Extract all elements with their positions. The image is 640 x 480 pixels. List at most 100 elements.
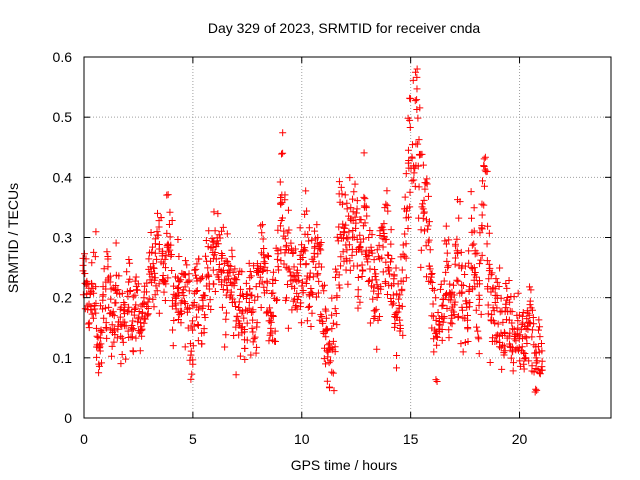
data-point — [343, 205, 351, 213]
data-point — [532, 359, 540, 367]
data-point — [314, 250, 322, 258]
data-point — [250, 335, 258, 343]
data-point — [500, 342, 508, 350]
data-point — [248, 291, 256, 299]
data-point — [529, 306, 537, 314]
data-point — [480, 162, 488, 170]
data-point — [223, 230, 231, 238]
data-point — [420, 208, 428, 216]
y-tick-label: 0.4 — [53, 169, 73, 185]
data-point — [254, 293, 262, 301]
data-point — [299, 287, 307, 295]
data-point — [223, 258, 231, 266]
data-point — [283, 280, 291, 288]
data-point — [371, 273, 379, 281]
data-point — [354, 286, 362, 294]
data-point — [333, 292, 341, 300]
data-point — [446, 280, 454, 288]
data-point — [256, 273, 264, 281]
data-point — [121, 301, 129, 309]
data-point — [265, 252, 273, 260]
data-point — [502, 304, 510, 312]
data-point — [425, 218, 433, 226]
data-point — [258, 221, 266, 229]
data-point — [387, 226, 395, 234]
data-point — [311, 227, 319, 235]
data-point — [93, 332, 101, 340]
data-point — [373, 345, 381, 353]
x-tick-label: 10 — [294, 431, 310, 447]
data-point — [329, 337, 337, 345]
data-point — [162, 264, 170, 272]
data-point — [528, 333, 536, 341]
data-point — [123, 268, 131, 276]
data-point — [346, 266, 354, 274]
data-point — [166, 246, 174, 254]
data-point — [100, 314, 108, 322]
data-point — [285, 265, 293, 273]
data-point — [241, 326, 249, 334]
data-point — [331, 343, 339, 351]
data-point — [187, 347, 195, 355]
data-point — [485, 229, 493, 237]
data-point — [297, 319, 305, 327]
y-tick-label: 0.2 — [53, 290, 73, 306]
data-point — [376, 313, 384, 321]
data-point — [478, 251, 486, 259]
y-tick-label: 0.3 — [53, 230, 73, 246]
data-point — [477, 256, 485, 264]
data-point — [421, 185, 429, 193]
data-point — [437, 280, 445, 288]
data-point — [538, 357, 546, 365]
data-point — [488, 269, 496, 277]
data-point — [492, 275, 500, 283]
data-point — [240, 314, 248, 322]
data-point — [465, 303, 473, 311]
data-point — [130, 306, 138, 314]
data-point — [315, 242, 323, 250]
data-point — [536, 323, 544, 331]
data-point — [155, 309, 163, 317]
data-point — [225, 275, 233, 283]
data-point — [227, 278, 235, 286]
data-point — [231, 265, 239, 273]
data-point — [376, 231, 384, 239]
data-point — [259, 251, 267, 259]
data-point — [149, 295, 157, 303]
data-point — [229, 268, 237, 276]
data-point — [302, 279, 310, 287]
data-point — [197, 275, 205, 283]
data-point — [86, 290, 94, 298]
data-point — [419, 205, 427, 213]
data-point — [99, 305, 107, 313]
data-point — [301, 247, 309, 255]
data-point — [177, 319, 185, 327]
data-point — [121, 310, 128, 318]
data-point — [389, 299, 397, 307]
data-point — [398, 287, 406, 295]
data-point — [210, 251, 218, 259]
data-point — [406, 124, 414, 132]
data-point — [345, 228, 353, 236]
data-point — [230, 332, 238, 340]
data-point — [406, 188, 414, 196]
data-point — [464, 325, 472, 333]
y-tick-label: 0.6 — [53, 49, 73, 65]
data-point — [317, 239, 325, 247]
data-point — [361, 195, 369, 203]
data-point — [390, 272, 398, 280]
data-point — [491, 319, 499, 327]
data-point — [329, 369, 337, 377]
data-point — [276, 178, 284, 186]
data-point — [258, 229, 266, 237]
data-point — [458, 306, 466, 314]
data-point — [227, 262, 235, 270]
data-point — [356, 231, 364, 239]
data-point — [212, 255, 220, 263]
data-point — [389, 291, 397, 299]
data-point — [193, 286, 201, 294]
data-point — [189, 342, 197, 350]
data-points — [79, 65, 546, 396]
data-point — [257, 303, 265, 311]
data-point — [510, 293, 518, 301]
